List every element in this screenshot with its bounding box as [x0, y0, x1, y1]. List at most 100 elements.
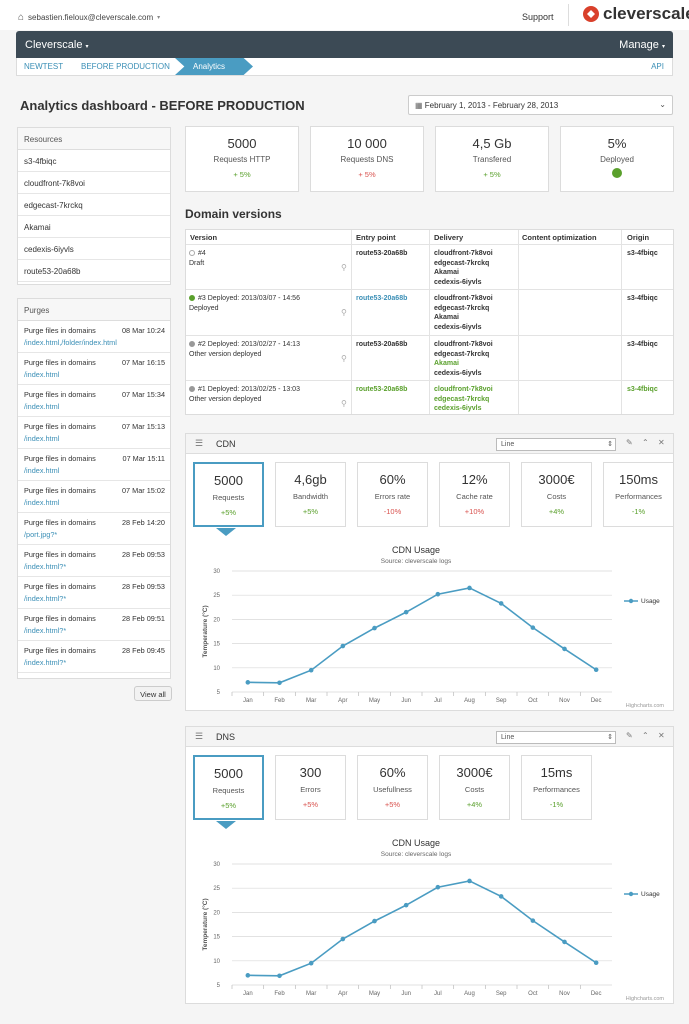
resource-item[interactable]: route53-20a68b	[18, 260, 170, 282]
data-point[interactable]	[277, 680, 282, 686]
data-point[interactable]	[530, 625, 536, 630]
data-point[interactable]	[498, 601, 504, 606]
purge-item[interactable]: Purge files in domains/index.html?* 28 Fe…	[18, 577, 170, 609]
close-icon[interactable]: ✕	[658, 438, 665, 447]
close-icon[interactable]: ✕	[658, 731, 665, 740]
table-row[interactable]: #2 Deployed: 2013/02/27 - 14:13 Other ver…	[186, 335, 673, 380]
purge-path[interactable]: /index.html	[24, 434, 60, 443]
data-point[interactable]	[308, 960, 314, 966]
kpi-card[interactable]: 12% Cache rate +10%	[439, 462, 510, 527]
purge-path[interactable]: /index.html?*	[24, 658, 67, 667]
chart-credit[interactable]: Highcharts.com	[626, 996, 665, 1002]
kpi-card[interactable]: 60% Errors rate -10%	[357, 462, 428, 527]
kpi-card[interactable]: 3000€ Costs +4%	[521, 462, 592, 527]
purge-path[interactable]: /index.html	[24, 370, 60, 379]
kpi-card[interactable]: 150ms Performances -1%	[603, 462, 674, 527]
purge-item[interactable]: Purge files in domains/index.html 07 Mar …	[18, 385, 170, 417]
breadcrumb-before-production[interactable]: BEFORE PRODUCTION	[81, 62, 170, 71]
data-point[interactable]	[562, 939, 567, 945]
collapse-icon[interactable]: ⌃	[642, 438, 649, 447]
purge-path[interactable]: /index.html?*	[24, 626, 67, 635]
view-all-button[interactable]: View all	[134, 686, 172, 701]
purge-item[interactable]: Purge files in domains/index.html 07 Mar …	[18, 481, 170, 513]
breadcrumb-analytics[interactable]: Analytics	[175, 58, 253, 75]
purge-item[interactable]: Purge files in domains/index.html?* 28 Fe…	[18, 641, 170, 673]
date-range-picker[interactable]: ▦ February 1, 2013 - February 28, 2013 ⌄	[408, 95, 673, 115]
purge-item[interactable]: Purge files in domains/index.html?* 28 Fe…	[18, 545, 170, 577]
version-radio[interactable]	[189, 386, 195, 393]
resource-item[interactable]: cloudfront-7k8voi	[18, 172, 170, 194]
purge-path[interactable]: /index.html	[24, 402, 60, 411]
version-radio[interactable]	[189, 250, 195, 257]
drag-handle-icon[interactable]: ☰	[195, 438, 204, 448]
user-menu[interactable]: ⌂ sebastien.fieloux@cleverscale.com ▾	[18, 12, 160, 23]
wrench-icon[interactable]: ✎	[626, 438, 633, 447]
collapse-icon[interactable]: ⌃	[642, 731, 649, 740]
chart-type-select[interactable]: Line ⇕	[496, 731, 616, 744]
kpi-card[interactable]: 3000€ Costs +4%	[439, 755, 510, 820]
purge-path[interactable]: /index.html	[24, 498, 60, 507]
version-radio[interactable]	[189, 295, 195, 302]
data-point[interactable]	[403, 902, 409, 908]
purge-path[interactable]: /index.html	[24, 466, 60, 475]
data-point[interactable]	[403, 609, 409, 615]
kpi-card[interactable]: 4,6gb Bandwidth +5%	[275, 462, 346, 527]
chart-credit[interactable]: Highcharts.com	[626, 703, 665, 709]
manage-menu[interactable]: Manage ▾	[619, 39, 665, 51]
data-point[interactable]	[372, 918, 377, 924]
search-icon[interactable]: ⚲	[341, 354, 347, 363]
breadcrumb-newtest[interactable]: NEWTEST	[24, 62, 64, 71]
purge-item[interactable]: Purge files in domains/index.html 07 Mar …	[18, 353, 170, 385]
search-icon[interactable]: ⚲	[341, 399, 347, 408]
table-row[interactable]: #3 Deployed: 2013/03/07 - 14:56 Deployed ⚲…	[186, 289, 673, 335]
kpi-card[interactable]: 15ms Performances -1%	[521, 755, 592, 820]
version-radio[interactable]	[189, 341, 195, 348]
legend-item-usage[interactable]: Usage	[641, 891, 660, 898]
drag-handle-icon[interactable]: ☰	[195, 731, 204, 741]
purge-path[interactable]: /port.jpg?*	[24, 530, 58, 539]
purge-path[interactable]: /index.html?*	[24, 594, 67, 603]
resource-item[interactable]: s3-4fbiqc	[18, 150, 170, 172]
data-point[interactable]	[467, 878, 472, 884]
search-icon[interactable]: ⚲	[341, 308, 347, 317]
data-point[interactable]	[562, 646, 567, 652]
kpi-card[interactable]: 5000 Requests +5%	[193, 462, 264, 527]
data-point[interactable]	[593, 960, 599, 966]
logo[interactable]: cleverscale	[582, 4, 689, 24]
purge-item[interactable]: Purge files in domains/index.html?* 28 Fe…	[18, 609, 170, 641]
purge-item[interactable]: Purge files in domains/port.jpg?* 28 Feb …	[18, 513, 170, 545]
data-point[interactable]	[245, 680, 251, 685]
kpi-card[interactable]: 60% Usefullness +5%	[357, 755, 428, 820]
data-point[interactable]	[372, 625, 377, 631]
data-point[interactable]	[498, 894, 504, 899]
purge-path[interactable]: /index.html,/folder/index.html	[24, 338, 117, 347]
wrench-icon[interactable]: ✎	[626, 731, 633, 740]
data-point[interactable]	[467, 585, 472, 591]
data-point[interactable]	[593, 667, 599, 673]
purge-item[interactable]: Purge files in domains/index.html,/folde…	[18, 321, 170, 353]
data-point[interactable]	[277, 973, 282, 979]
data-point[interactable]	[308, 667, 314, 673]
purge-item[interactable]: Purge files in domains/index.html 07 Mar …	[18, 417, 170, 449]
data-point[interactable]	[435, 884, 441, 890]
support-link[interactable]: Support	[522, 12, 554, 22]
purge-path[interactable]: /index.html?*	[24, 562, 67, 571]
kpi-card[interactable]: 300 Errors +5%	[275, 755, 346, 820]
kpi-card[interactable]: 5000 Requests +5%	[193, 755, 264, 820]
purge-item[interactable]: Purge files in domains/index.html 07 Mar …	[18, 449, 170, 481]
resource-item[interactable]: cedexis-6iyvls	[18, 238, 170, 260]
brand-menu[interactable]: Cleverscale ▾	[25, 39, 89, 51]
data-point[interactable]	[340, 643, 346, 649]
table-row[interactable]: #4 Draft ⚲ route53-20a68b cloudfront-7k8voi e…	[186, 244, 673, 289]
search-icon[interactable]: ⚲	[341, 263, 347, 272]
resource-item[interactable]: edgecast-7krckq	[18, 194, 170, 216]
api-link[interactable]: API	[651, 62, 664, 71]
data-point[interactable]	[435, 591, 441, 597]
data-point[interactable]	[530, 918, 536, 923]
table-row[interactable]: #1 Deployed: 2013/02/25 - 13:03 Other ver…	[186, 380, 673, 416]
data-point[interactable]	[340, 936, 346, 942]
chart-type-select[interactable]: Line ⇕	[496, 438, 616, 451]
legend-item-usage[interactable]: Usage	[641, 598, 660, 605]
data-point[interactable]	[245, 973, 251, 978]
resource-item[interactable]: Akamai	[18, 216, 170, 238]
